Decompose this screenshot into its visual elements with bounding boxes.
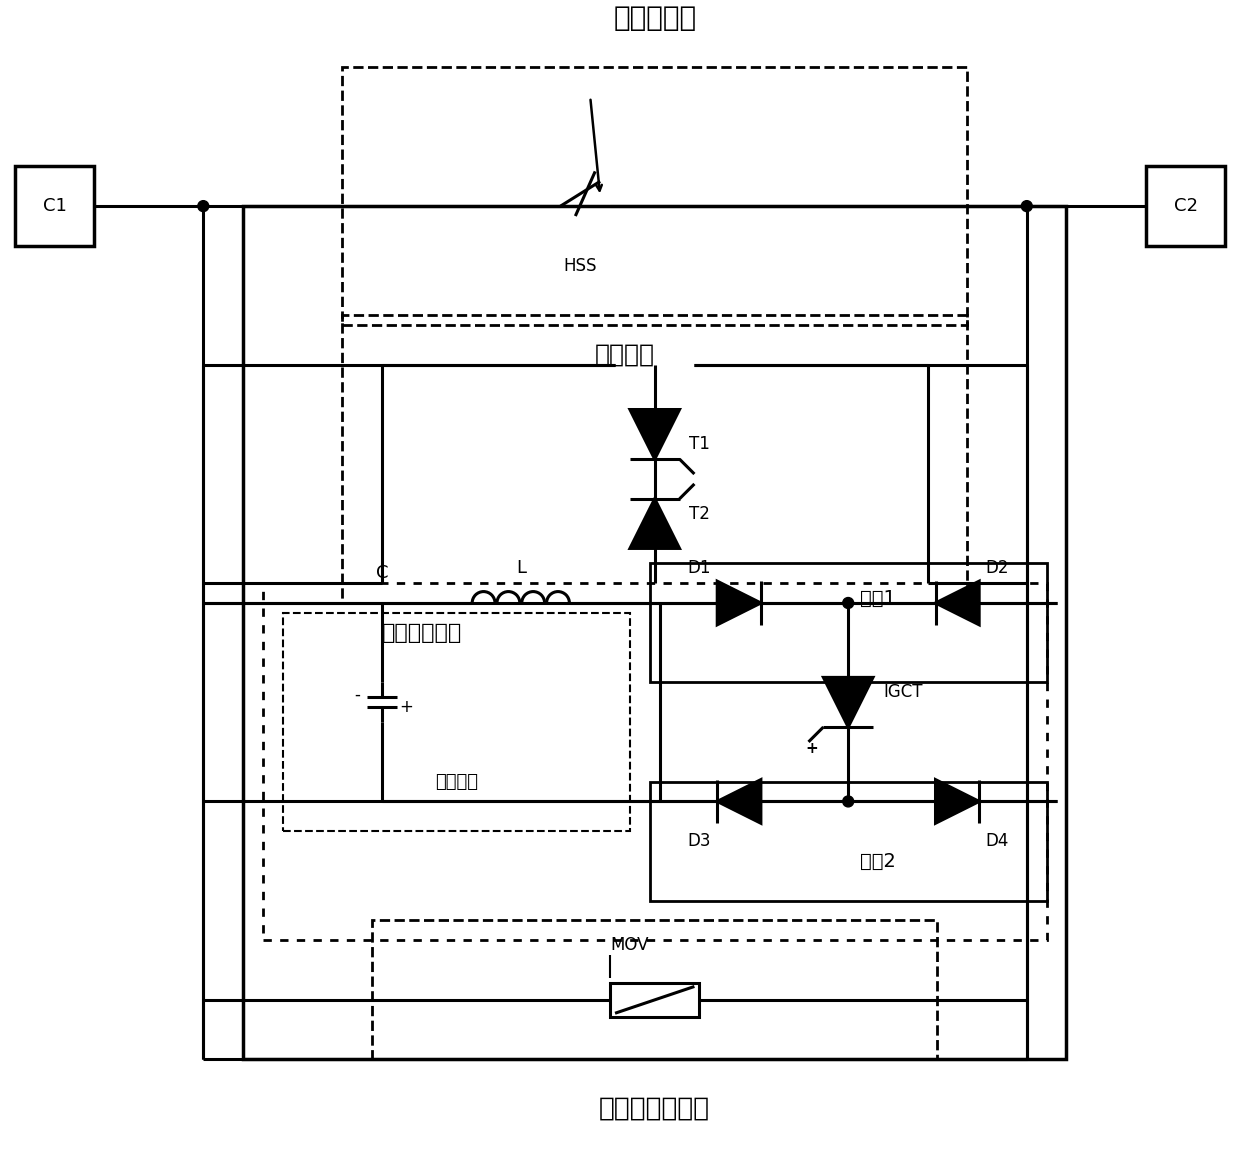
Text: -: - [355, 686, 360, 703]
Circle shape [198, 201, 208, 211]
Circle shape [843, 796, 853, 807]
Bar [610, 983, 699, 1017]
Text: D4: D4 [986, 832, 1008, 850]
Text: C2: C2 [1173, 197, 1198, 215]
Text: +: + [805, 741, 818, 756]
Bar [243, 206, 1066, 1059]
Text: MOV: MOV [610, 936, 650, 955]
Bar [650, 564, 1047, 682]
Bar [372, 921, 937, 1059]
Bar [15, 166, 94, 246]
Text: D3: D3 [688, 832, 711, 850]
Circle shape [843, 597, 853, 609]
Bar [283, 612, 630, 832]
Polygon shape [935, 780, 980, 824]
Bar [342, 67, 967, 325]
Bar [1146, 166, 1225, 246]
Polygon shape [630, 499, 680, 549]
Polygon shape [630, 409, 680, 459]
Text: 振荡支路: 振荡支路 [435, 773, 477, 791]
Text: 过电压限制支路: 过电压限制支路 [599, 1096, 711, 1122]
Text: L: L [516, 559, 526, 578]
Text: C: C [376, 564, 388, 582]
Text: 续流支路: 续流支路 [595, 343, 655, 367]
Text: 电流转移支路: 电流转移支路 [382, 623, 461, 643]
Bar [263, 583, 1047, 941]
Text: IGCT: IGCT [883, 683, 923, 702]
Text: 支路2: 支路2 [861, 851, 897, 870]
Polygon shape [717, 780, 761, 824]
Circle shape [1022, 201, 1032, 211]
Text: 支路1: 支路1 [861, 588, 897, 608]
Text: HSS: HSS [563, 256, 598, 275]
Text: C1: C1 [42, 197, 67, 215]
Text: D2: D2 [986, 559, 1009, 578]
Bar [650, 782, 1047, 900]
Text: D1: D1 [688, 559, 711, 578]
Polygon shape [717, 581, 761, 625]
Polygon shape [823, 677, 873, 727]
Text: 主电流回路: 主电流回路 [613, 3, 697, 31]
Bar [342, 316, 967, 603]
Text: T2: T2 [689, 505, 711, 523]
Polygon shape [935, 581, 980, 625]
Text: T1: T1 [689, 435, 711, 454]
Text: +: + [399, 698, 414, 716]
